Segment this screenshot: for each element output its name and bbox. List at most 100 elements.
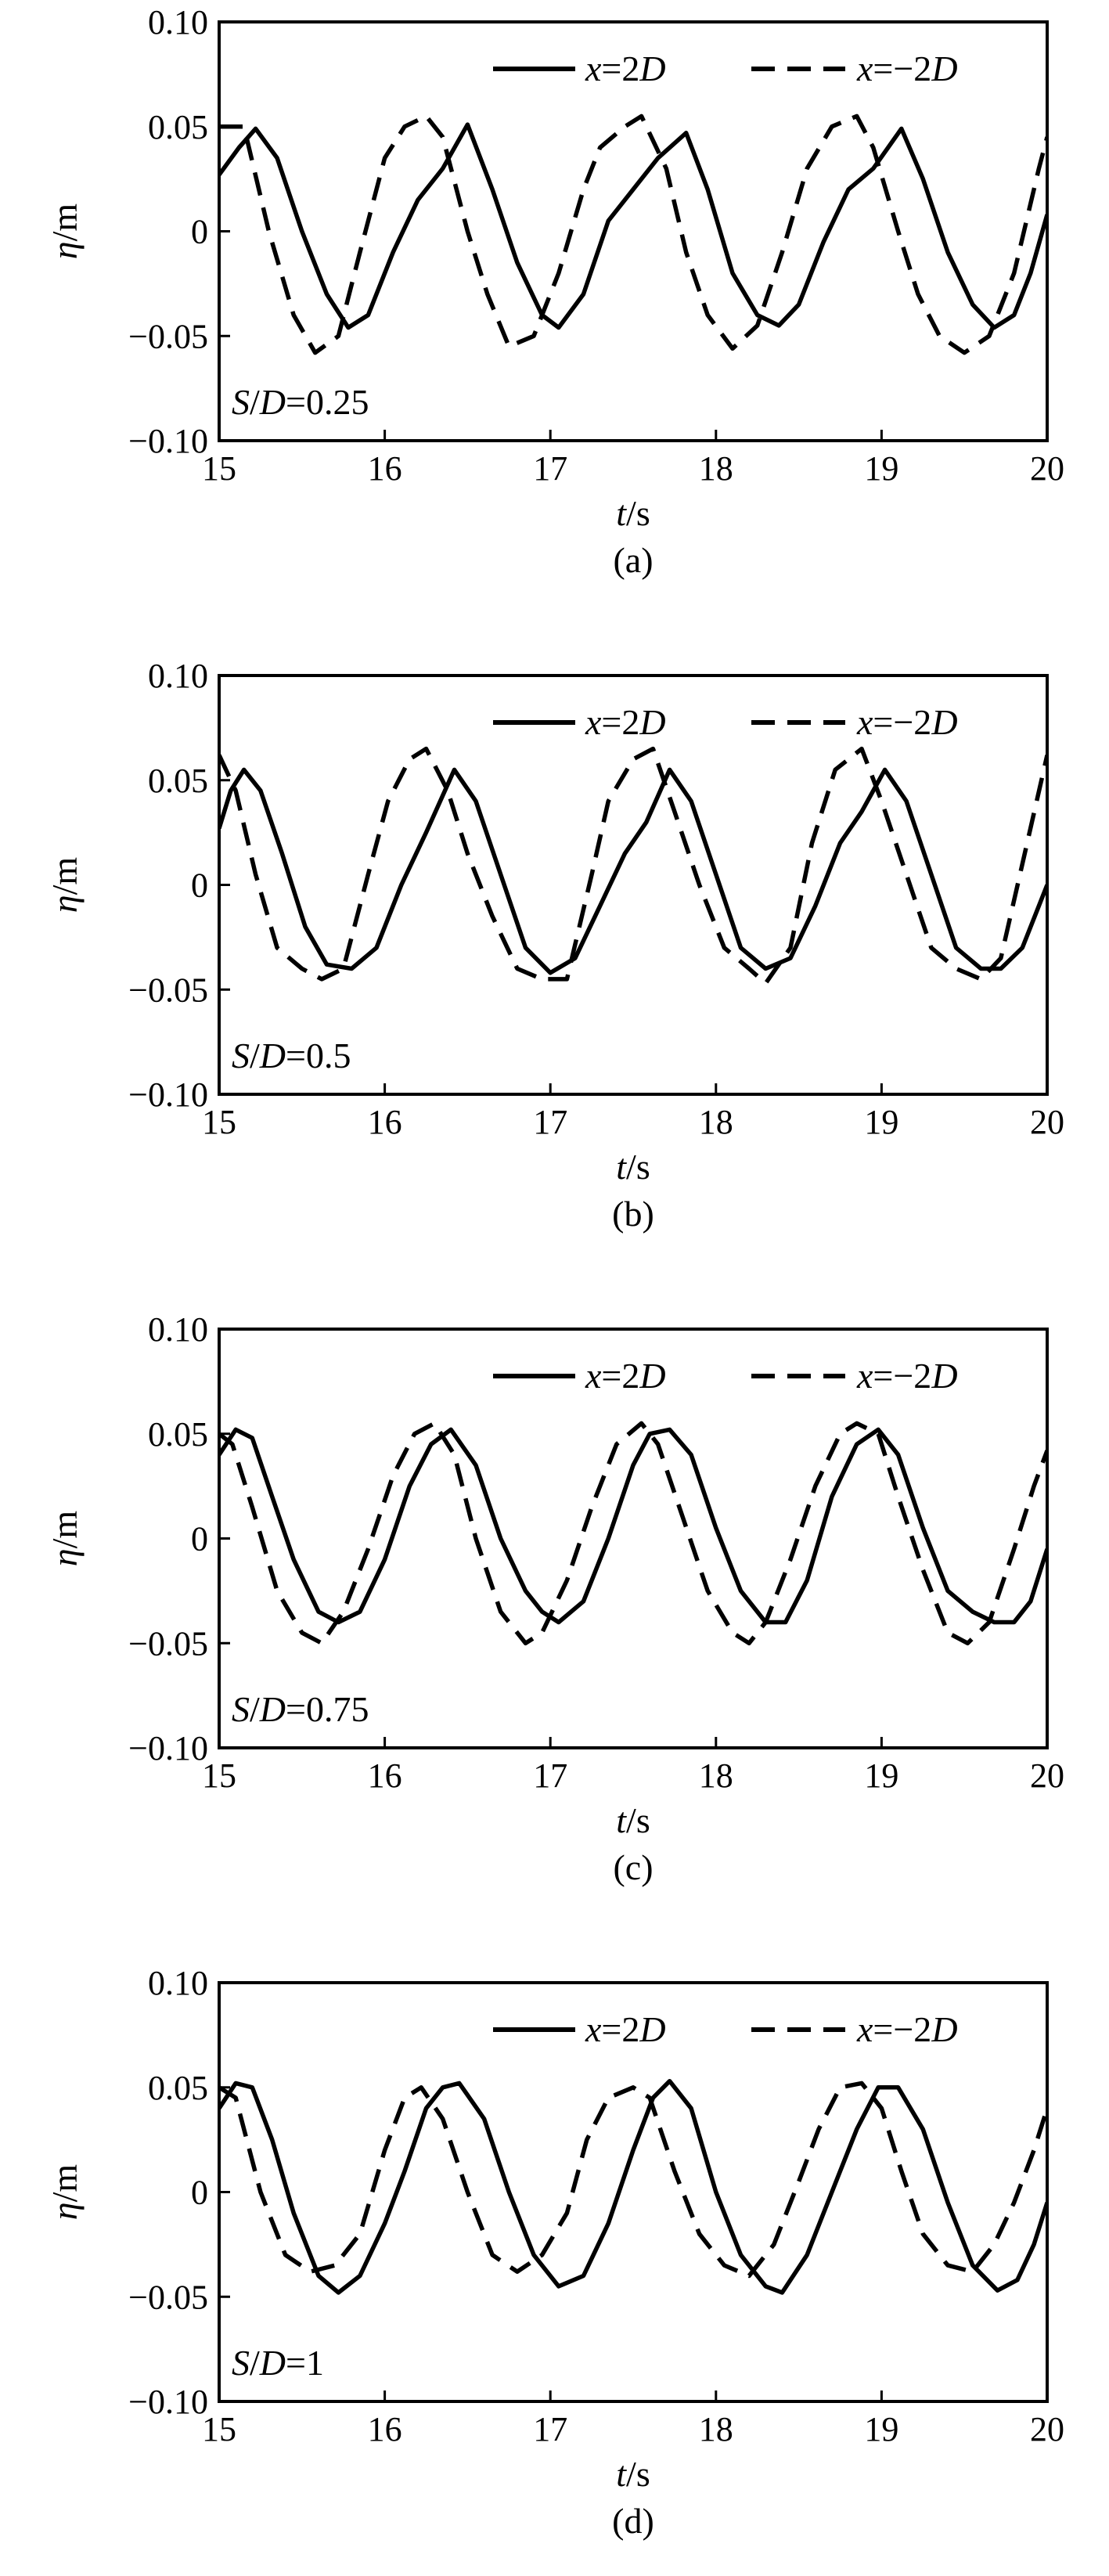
- legend-var-d: D: [931, 702, 957, 742]
- x-axis-unit: /s: [626, 1147, 650, 1187]
- y-tick-label: −0.10: [128, 1729, 208, 1767]
- legend: x=2D x=−2D: [493, 1356, 958, 1396]
- y-tick-label: −0.05: [128, 1624, 208, 1663]
- y-tick-label: 0.10: [148, 1964, 208, 2002]
- panel-label: (a): [613, 540, 653, 580]
- legend-var: x: [585, 49, 602, 88]
- x-axis-label: t/s: [616, 2454, 650, 2494]
- x-axis-symbol: t: [616, 2454, 627, 2494]
- series-dashed-line: [219, 2081, 1047, 2279]
- x-tick-label: 19: [864, 1756, 898, 1795]
- y-tick-label: 0.05: [148, 762, 208, 800]
- legend-entry-label: x=−2D: [856, 702, 958, 742]
- x-axis-symbol: t: [616, 1800, 627, 1840]
- y-tick-label: −0.10: [128, 2383, 208, 2421]
- x-tick-label: 20: [1030, 1756, 1064, 1795]
- series-solid-line: [219, 1427, 1047, 1625]
- annotation-symbol-s: S: [232, 1036, 250, 1075]
- annotation-symbol-s: S: [232, 2343, 250, 2383]
- chart-panel-2: 15 16 17 18 19 20 0.10 0.05 0 −0.05 −0.10 η/m t/s (b)…: [45, 657, 1064, 1234]
- legend-var: x: [856, 702, 873, 742]
- series-solid-line: [219, 122, 1047, 330]
- y-tick-label: −0.10: [128, 1075, 208, 1114]
- x-tick-label: 18: [699, 449, 733, 488]
- x-tick-label: 18: [699, 2410, 733, 2448]
- x-tick-label: 16: [368, 1756, 402, 1795]
- x-tick-label: 19: [864, 2410, 898, 2448]
- annotation-value: =1: [286, 2343, 324, 2383]
- series-solid-line: [219, 767, 1047, 975]
- x-tick-label: 17: [533, 1756, 567, 1795]
- y-axis-label: η/m: [45, 204, 85, 260]
- legend-var: x: [856, 2009, 873, 2049]
- legend-value: =−2: [873, 1356, 931, 1396]
- ratio-annotation: S/D=0.5: [232, 1036, 351, 1075]
- legend-value: =2: [601, 2009, 639, 2049]
- legend-value: =−2: [873, 702, 931, 742]
- series-solid-line: [219, 2078, 1047, 2295]
- y-axis-unit: /m: [45, 857, 85, 895]
- annotation-symbol-d: D: [259, 382, 286, 422]
- annotation-value: =0.25: [286, 382, 369, 422]
- series-dashed-line: [219, 113, 1047, 355]
- annotation-slash: /: [250, 382, 260, 422]
- y-axis-symbol: η: [45, 1548, 85, 1566]
- x-tick-label: 20: [1030, 1103, 1064, 1141]
- x-tick-label: 17: [533, 1103, 567, 1141]
- chart-panel-1: 15 16 17 18 19 20 0.10 0.05 0 −0.05 −0.10 η/m t/s (a)…: [45, 3, 1064, 580]
- y-tick-label: 0.05: [148, 1415, 208, 1454]
- annotation-symbol-d: D: [259, 1689, 286, 1729]
- legend-var: x: [585, 1356, 602, 1396]
- legend-entry-label: x=2D: [585, 2009, 666, 2049]
- y-tick-label: 0: [191, 866, 208, 905]
- annotation-value: =0.5: [286, 1036, 351, 1075]
- legend-value: =2: [601, 49, 639, 88]
- legend-value: =−2: [873, 2009, 931, 2049]
- y-axis-label: η/m: [45, 1511, 85, 1567]
- legend: x=2D x =−2D: [493, 49, 958, 88]
- legend-var-d: D: [639, 702, 665, 742]
- y-axis-symbol: η: [45, 895, 85, 913]
- y-tick-label: −0.10: [128, 422, 208, 460]
- x-tick-label: 16: [368, 449, 402, 488]
- panel-label: (d): [612, 2501, 654, 2541]
- legend-entry-label: x=−2D: [856, 1356, 958, 1396]
- legend-entry-label: x=2D: [585, 1356, 666, 1396]
- y-axis-symbol: η: [45, 2202, 85, 2220]
- x-tick-label: 17: [533, 2410, 567, 2448]
- x-axis-symbol: t: [616, 1147, 627, 1187]
- panel-label: (b): [612, 1194, 654, 1234]
- panel-label: (c): [613, 1847, 653, 1887]
- legend: x=2D x=−2D: [493, 702, 958, 742]
- y-axis-unit: /m: [45, 204, 85, 242]
- legend-var: x: [856, 1356, 873, 1396]
- legend-value: =−2: [873, 49, 931, 88]
- x-tick-label: 20: [1030, 449, 1064, 488]
- y-axis-label: η/m: [45, 2164, 85, 2221]
- x-axis-label: t/s: [616, 1800, 650, 1840]
- legend-var: x: [585, 2009, 602, 2049]
- chart-panel-4: 15 16 17 18 19 20 0.10 0.05 0 −0.05 −0.10 η/m t/s (d)…: [45, 1964, 1064, 2541]
- x-axis-unit: /s: [626, 1800, 650, 1840]
- ratio-annotation: S/D=0.25: [232, 382, 369, 422]
- legend-var-d: D: [639, 1356, 665, 1396]
- legend-entry-label: x=2D: [585, 49, 666, 88]
- y-tick-label: 0.10: [148, 657, 208, 695]
- y-tick-label: 0.05: [148, 2069, 208, 2107]
- legend-value: =2: [601, 1356, 639, 1396]
- x-tick-label: 15: [202, 449, 236, 488]
- x-tick-label: 16: [368, 1103, 402, 1141]
- annotation-symbol-d: D: [259, 2343, 286, 2383]
- x-axis-label: t/s: [616, 493, 650, 533]
- x-tick-label: 15: [202, 1103, 236, 1141]
- x-tick-label: 20: [1030, 2410, 1064, 2448]
- annotation-value: =0.75: [286, 1689, 369, 1729]
- y-axis-symbol: η: [45, 241, 85, 259]
- y-tick-label: 0: [191, 1520, 208, 1558]
- legend-var-d: D: [639, 2009, 665, 2049]
- annotation-symbol-s: S: [232, 1689, 250, 1729]
- legend-var-d: D: [931, 49, 957, 88]
- annotation-slash: /: [250, 1689, 260, 1729]
- y-axis-unit: /m: [45, 1511, 85, 1549]
- x-axis-label: t/s: [616, 1147, 650, 1187]
